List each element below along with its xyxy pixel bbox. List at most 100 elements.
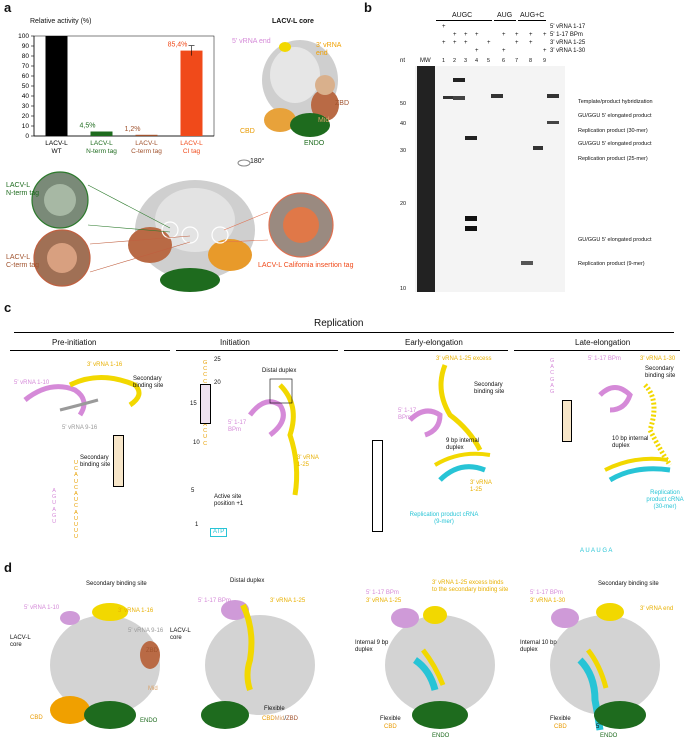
- init-3vrna: 3' vRNA 1-25: [297, 455, 319, 468]
- pre-secondary-box: [113, 435, 124, 487]
- gel-image: [415, 66, 565, 292]
- group-line-aug: [494, 20, 516, 21]
- y-tick-label: 90: [22, 43, 30, 50]
- lane-number: 5: [487, 58, 491, 64]
- condition-mark: +: [543, 32, 547, 38]
- lane-number: 4: [475, 58, 479, 64]
- cyan-strand: [438, 464, 486, 482]
- late-structure: [598, 383, 673, 483]
- pre-label-3vrna: 3' vRNA 1-16: [87, 362, 123, 368]
- d1-secondary: Secondary binding site: [86, 581, 147, 587]
- yellow-duplex: [604, 456, 669, 472]
- d2-mid: Mid: [274, 716, 285, 722]
- early-duplex-box: [372, 440, 383, 532]
- condition-mark: +: [453, 32, 457, 38]
- yellow-duplex: [421, 648, 446, 686]
- nucleotide: U: [74, 528, 78, 535]
- label-endo: ENDO: [304, 140, 325, 147]
- tag-circle-c: [181, 226, 199, 244]
- size-marker: 40: [400, 121, 407, 127]
- gel-annotation: Template/product hybridization: [578, 99, 653, 105]
- gray-cartoon: [50, 615, 160, 715]
- green-endo: [201, 701, 249, 729]
- row-label-3vrna-1-25: 3' vRNA 1-25: [550, 40, 586, 46]
- d4-5bpm: 5' 1-17 BPm: [530, 590, 563, 596]
- pink-strand: [23, 384, 87, 417]
- nucleotide: G: [52, 494, 57, 501]
- lane-number: 3: [464, 58, 468, 64]
- init-structure: [248, 378, 300, 496]
- replication-title: Replication: [314, 318, 364, 329]
- y-tick-label: 10: [22, 123, 30, 130]
- stage-early-elongation: Early-elongation: [405, 338, 463, 347]
- early-secondary: Secondary binding site: [474, 382, 505, 395]
- nucleotide: U: [74, 478, 78, 485]
- group-line-aug-c: [518, 20, 546, 21]
- lane-number: 7: [515, 58, 519, 64]
- bar: [180, 50, 203, 136]
- stage-initiation: Initiation: [220, 338, 250, 347]
- d1-5vrna: 5' vRNA 1-10: [24, 605, 60, 611]
- late-5bpm: 5' 1-17 BPm: [588, 356, 621, 362]
- mw-ladder-lane: [417, 66, 435, 292]
- d3-internal: Internal 9 bp duplex: [355, 640, 389, 653]
- pre-label-secondary: Secondary binding site: [133, 376, 164, 389]
- stage-rule: [514, 350, 680, 351]
- y-tick-label: 70: [22, 63, 30, 70]
- d1-structure: [50, 603, 160, 729]
- zoom-n-tag: [31, 171, 89, 229]
- condition-mark: +: [442, 24, 446, 30]
- stage-rule: [176, 350, 338, 351]
- pre-label-9-16: 5' vRNA 9-16: [62, 425, 98, 431]
- d4-5: 5': [596, 724, 601, 730]
- condition-mark: +: [515, 40, 519, 46]
- category-label: LACV-L: [135, 140, 158, 147]
- init-atp-box: ATP: [210, 528, 228, 537]
- category-label: WT: [51, 148, 61, 155]
- data-label: 85,4%: [168, 42, 188, 49]
- band: [453, 78, 465, 82]
- y-tick-label: 30: [22, 103, 30, 110]
- label-c-tag: LACV-L C-term tag: [6, 254, 40, 269]
- d4-secondary: Secondary binding site: [598, 581, 659, 587]
- nucleotide: U: [203, 434, 208, 441]
- yellow-strand: [643, 383, 673, 467]
- condition-mark: +: [529, 40, 533, 46]
- y-tick-label: 0: [25, 133, 29, 140]
- d4-3end: 3' vRNA end: [640, 606, 674, 612]
- pink-strand: [408, 408, 443, 438]
- replication-rule: [14, 332, 674, 333]
- cyan-duplex: [412, 657, 439, 691]
- panel-letter-c: c: [4, 300, 12, 315]
- row-label-5-bpm: 5' 1-17 BPm: [550, 32, 583, 38]
- yellow-duplex: [433, 451, 491, 467]
- y-tick-label: 100: [18, 33, 29, 40]
- y-tick-label: 80: [22, 53, 30, 60]
- core-shade: [270, 47, 320, 103]
- y-tick-label: 60: [22, 73, 30, 80]
- full-orange: [208, 239, 252, 271]
- chart-ylabel: Relative activity (%): [30, 18, 92, 25]
- nucleotide: C: [203, 366, 208, 373]
- nucleotide: U: [52, 519, 57, 526]
- group-label-augc: AUGC: [452, 12, 473, 19]
- data-label: 4,5%: [80, 123, 96, 130]
- init-num-15: 15: [190, 401, 197, 407]
- label-zbd: ZBD: [335, 100, 349, 107]
- gel-annotation: GU/GGU 5' elongated product: [578, 141, 652, 147]
- lacv-full-structure: [128, 180, 255, 292]
- nucleotide: C: [550, 370, 555, 377]
- core-yellow-vrna: [279, 42, 291, 52]
- d2-cbd: CBD: [262, 716, 275, 722]
- d2-distal: Distal duplex: [230, 578, 265, 584]
- yellow-rna: [92, 603, 128, 621]
- pink-rna: [391, 608, 419, 628]
- condition-mark: +: [475, 48, 479, 54]
- zoom-connectors: [87, 184, 269, 273]
- mw-label: MW: [420, 58, 431, 64]
- size-marker: 20: [400, 201, 407, 207]
- group-label-aug-c: AUG+C: [520, 12, 545, 19]
- bar: [90, 131, 113, 136]
- condition-mark: +: [502, 48, 506, 54]
- label-cbd: CBD: [240, 128, 255, 135]
